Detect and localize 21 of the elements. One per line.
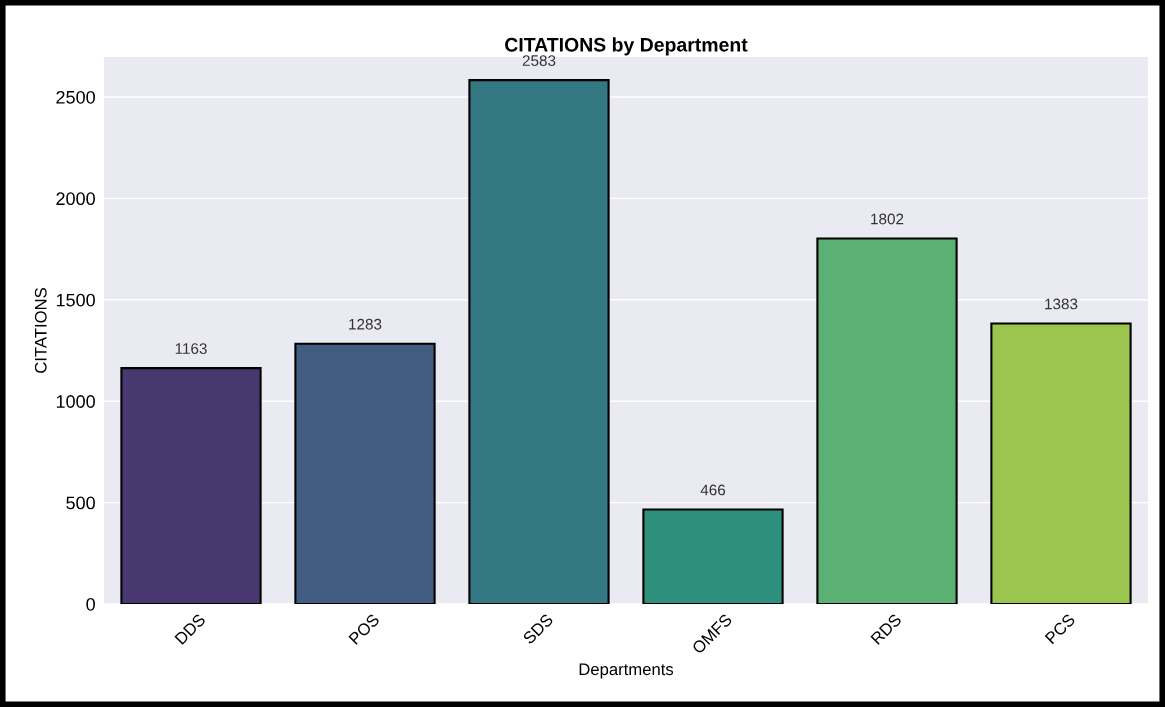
data-label: 1163 — [175, 343, 207, 354]
bar — [120, 367, 262, 604]
data-label: 1383 — [1045, 298, 1078, 310]
y-tick-label: 2000 — [56, 192, 95, 206]
data-label: 1802 — [871, 213, 904, 225]
bar — [642, 508, 784, 604]
data-label: 2583 — [522, 55, 556, 66]
bar — [468, 79, 610, 604]
data-label: 466 — [700, 484, 726, 496]
y-tick-label: 0 — [86, 597, 95, 611]
y-tick-label: 1500 — [56, 293, 95, 307]
chart-title: CITATIONS by Department — [505, 37, 748, 56]
bar — [990, 322, 1132, 604]
data-label: 1283 — [349, 318, 382, 330]
y-tick-label: 1000 — [56, 395, 95, 408]
y-axis-title: CITATIONS — [34, 288, 47, 373]
bar — [294, 342, 436, 604]
x-axis-title: Departments — [579, 663, 674, 679]
y-tick-label: 500 — [66, 496, 95, 510]
bar — [816, 237, 958, 604]
y-tick-label: 2500 — [56, 90, 95, 104]
